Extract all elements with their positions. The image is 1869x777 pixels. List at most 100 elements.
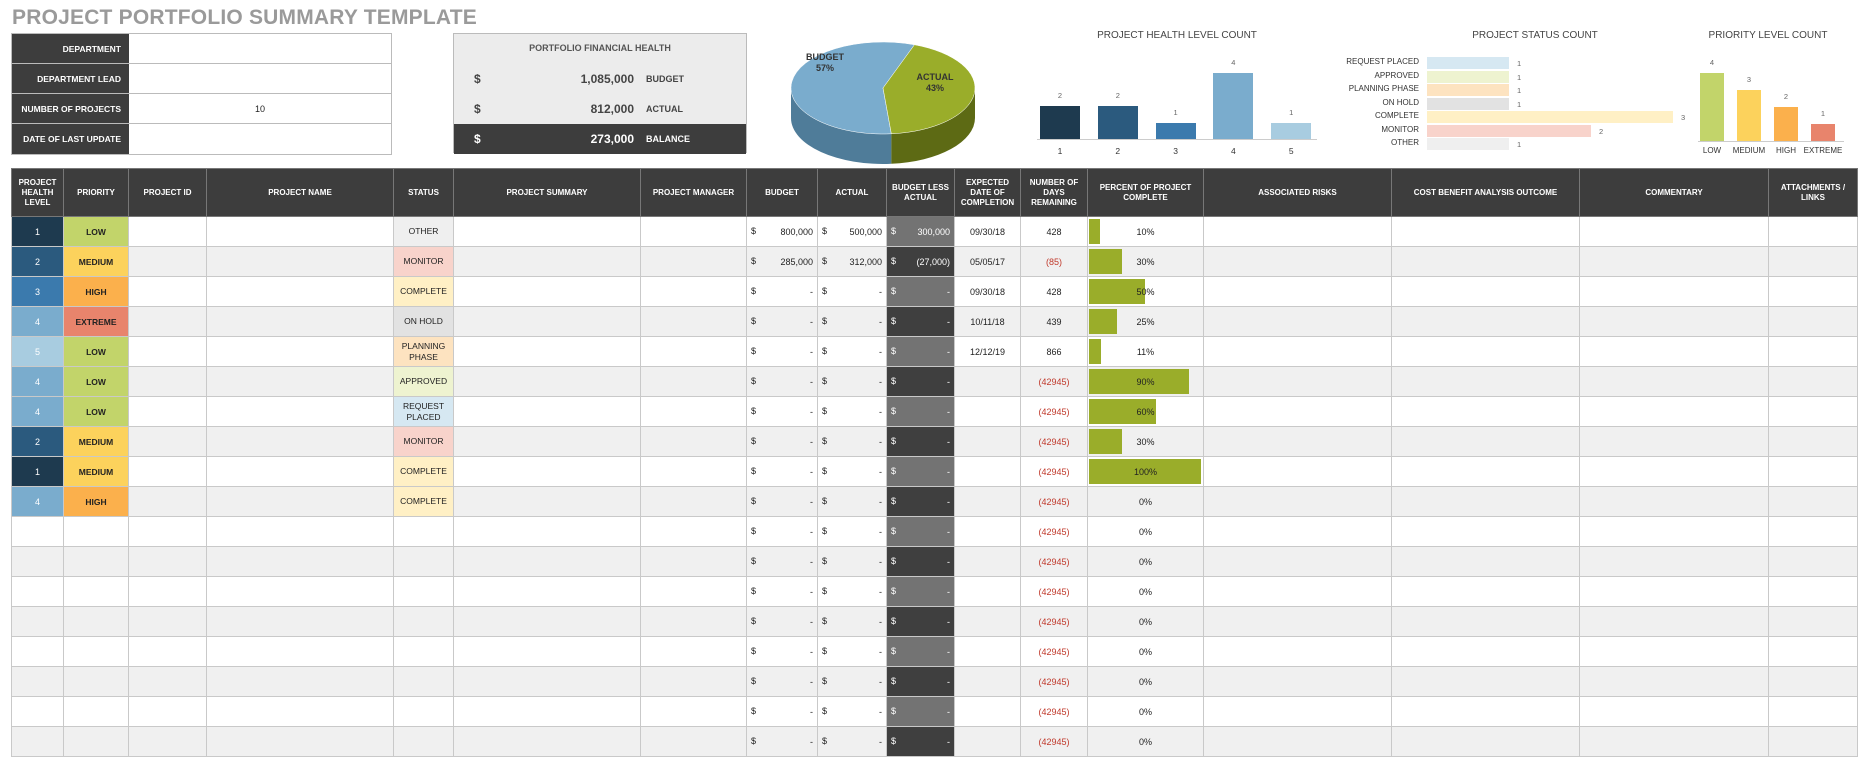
budget-cell[interactable]: $ - [746,396,818,427]
project-summary-cell[interactable] [453,426,641,457]
status-cell[interactable]: MONITOR [393,246,454,277]
attachments-cell[interactable] [1768,636,1858,667]
project-manager-cell[interactable] [640,306,747,337]
associated-risks-cell[interactable] [1203,606,1392,637]
associated-risks-cell[interactable] [1203,216,1392,247]
expected-completion-date-cell[interactable] [954,666,1021,697]
attachments-cell[interactable] [1768,516,1858,547]
attachments-cell[interactable] [1768,276,1858,307]
project-id-cell[interactable] [128,606,207,637]
associated-risks-cell[interactable] [1203,546,1392,577]
project-id-cell[interactable] [128,696,207,727]
project-summary-cell[interactable] [453,576,641,607]
actual-cell[interactable]: $ - [817,726,887,757]
status-cell[interactable]: MONITOR [393,426,454,457]
priority-cell[interactable]: MEDIUM [63,426,129,457]
project-name-cell[interactable] [206,606,394,637]
project-name-cell[interactable] [206,396,394,427]
actual-cell[interactable]: $ - [817,306,887,337]
cost-benefit-cell[interactable] [1391,666,1580,697]
commentary-cell[interactable] [1579,666,1769,697]
expected-completion-date-cell[interactable] [954,426,1021,457]
expected-completion-date-cell[interactable] [954,696,1021,727]
budget-cell[interactable]: $ - [746,546,818,577]
budget-cell[interactable]: $ - [746,366,818,397]
associated-risks-cell[interactable] [1203,516,1392,547]
percent-complete-cell[interactable]: 0% [1087,576,1204,607]
health-level-cell[interactable] [11,636,64,667]
commentary-cell[interactable] [1579,366,1769,397]
actual-cell[interactable]: $ - [817,336,887,367]
budget-cell[interactable]: $ - [746,576,818,607]
project-manager-cell[interactable] [640,246,747,277]
expected-completion-date-cell[interactable]: 09/30/18 [954,216,1021,247]
budget-cell[interactable]: $285,000 [746,246,818,277]
associated-risks-cell[interactable] [1203,366,1392,397]
project-summary-cell[interactable] [453,666,641,697]
priority-cell[interactable]: LOW [63,336,129,367]
expected-completion-date-cell[interactable] [954,366,1021,397]
project-manager-cell[interactable] [640,606,747,637]
commentary-cell[interactable] [1579,216,1769,247]
project-id-cell[interactable] [128,456,207,487]
actual-cell[interactable]: $ - [817,366,887,397]
cost-benefit-cell[interactable] [1391,216,1580,247]
project-summary-cell[interactable] [453,336,641,367]
header-expected-date-of-completion[interactable]: EXPECTED DATE OF COMPLETION [954,168,1021,217]
status-cell[interactable]: PLANNING PHASE [393,336,454,367]
health-level-cell[interactable] [11,516,64,547]
associated-risks-cell[interactable] [1203,276,1392,307]
budget-cell[interactable]: $ - [746,726,818,757]
health-level-cell[interactable] [11,546,64,577]
header-status[interactable]: STATUS [393,168,454,217]
project-manager-cell[interactable] [640,726,747,757]
project-summary-cell[interactable] [453,546,641,577]
status-cell[interactable]: ON HOLD [393,306,454,337]
project-name-cell[interactable] [206,696,394,727]
percent-complete-cell[interactable]: 0% [1087,666,1204,697]
project-id-cell[interactable] [128,636,207,667]
project-id-cell[interactable] [128,426,207,457]
expected-completion-date-cell[interactable] [954,726,1021,757]
project-manager-cell[interactable] [640,276,747,307]
status-cell[interactable] [393,516,454,547]
health-level-cell[interactable] [11,666,64,697]
priority-cell[interactable] [63,606,129,637]
health-level-cell[interactable] [11,606,64,637]
attachments-cell[interactable] [1768,606,1858,637]
project-summary-cell[interactable] [453,276,641,307]
commentary-cell[interactable] [1579,306,1769,337]
commentary-cell[interactable] [1579,726,1769,757]
priority-cell[interactable]: LOW [63,396,129,427]
cost-benefit-cell[interactable] [1391,516,1580,547]
percent-complete-cell[interactable]: 0% [1087,636,1204,667]
project-manager-cell[interactable] [640,366,747,397]
cost-benefit-cell[interactable] [1391,246,1580,277]
cost-benefit-cell[interactable] [1391,726,1580,757]
project-summary-cell[interactable] [453,696,641,727]
percent-complete-cell[interactable]: 30% [1087,426,1204,457]
priority-cell[interactable]: LOW [63,366,129,397]
project-id-cell[interactable] [128,396,207,427]
actual-cell[interactable]: $ - [817,426,887,457]
project-summary-cell[interactable] [453,216,641,247]
attachments-cell[interactable] [1768,306,1858,337]
project-name-cell[interactable] [206,486,394,517]
project-name-cell[interactable] [206,576,394,607]
status-cell[interactable] [393,726,454,757]
project-summary-cell[interactable] [453,636,641,667]
health-level-cell[interactable]: 5 [11,336,64,367]
associated-risks-cell[interactable] [1203,396,1392,427]
header-project-summary[interactable]: PROJECT SUMMARY [453,168,641,217]
header-commentary[interactable]: COMMENTARY [1579,168,1769,217]
cost-benefit-cell[interactable] [1391,366,1580,397]
status-cell[interactable] [393,696,454,727]
priority-cell[interactable]: MEDIUM [63,246,129,277]
actual-cell[interactable]: $ - [817,696,887,727]
project-id-cell[interactable] [128,306,207,337]
project-name-cell[interactable] [206,666,394,697]
actual-cell[interactable]: $ - [817,546,887,577]
priority-cell[interactable] [63,696,129,727]
actual-cell[interactable]: $ - [817,576,887,607]
budget-cell[interactable]: $ - [746,606,818,637]
